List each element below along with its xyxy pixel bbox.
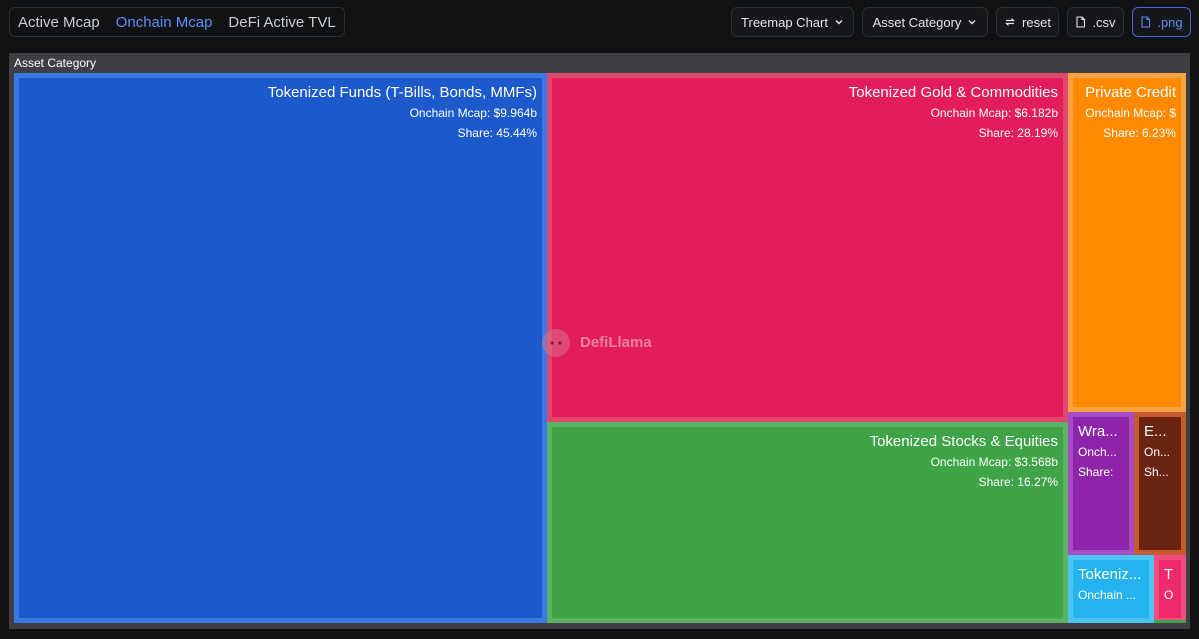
- treemap-cell-fill: [552, 427, 1063, 618]
- cell-metric: Onchain ...: [1078, 588, 1136, 602]
- cell-metric: Onchain Mcap: $9.964b: [410, 106, 538, 120]
- cell-label: Tokeniz...: [1078, 566, 1141, 583]
- cell-metric: Onchain Mcap: $6.182b: [931, 106, 1059, 120]
- treemap-cell-t[interactable]: TO: [1154, 555, 1186, 623]
- cell-label: Tokenized Gold & Commodities: [849, 84, 1058, 101]
- treemap-chart: Tokenized Funds (T-Bills, Bonds, MMFs) On…: [9, 53, 1190, 629]
- treemap-cell-fill: [1139, 417, 1181, 550]
- toolbar: Active Mcap Onchain Mcap DeFi Active TVL…: [0, 0, 1199, 44]
- cell-label: E...: [1144, 423, 1167, 440]
- cell-label: Private Credit: [1085, 84, 1177, 101]
- treemap-cell-tokenized-gold-commodities[interactable]: Tokenized Gold & Commodities Onchain Mcap…: [547, 73, 1068, 422]
- cell-share: Share:: [1078, 465, 1113, 479]
- chart-title: Asset Category: [14, 56, 97, 70]
- reset-label: reset: [1022, 14, 1051, 30]
- cell-share: Share: 16.27%: [979, 475, 1059, 489]
- tab-onchain-mcap[interactable]: Onchain Mcap: [115, 13, 213, 31]
- treemap-cell-tokenized-funds-t-bills-bonds-mmfs[interactable]: Tokenized Funds (T-Bills, Bonds, MMFs) On…: [14, 73, 547, 623]
- cell-share: Sh...: [1144, 465, 1169, 479]
- treemap-cell-wra[interactable]: Wra... Onch... Share:: [1068, 412, 1134, 555]
- grouping-dropdown[interactable]: Asset Category: [862, 7, 988, 37]
- cell-share: Share: 28.19%: [979, 126, 1059, 140]
- csv-label: .csv: [1092, 14, 1116, 30]
- cell-label: Tokenized Stocks & Equities: [870, 433, 1058, 450]
- treemap-cell-fill: [552, 78, 1063, 417]
- cell-metric: O: [1164, 588, 1173, 602]
- file-icon: [1076, 16, 1086, 28]
- cell-label: T: [1164, 566, 1173, 583]
- cell-metric: On...: [1144, 445, 1170, 459]
- cell-metric: Onchain Mcap: $3.568b: [931, 455, 1059, 469]
- csv-download-button[interactable]: .csv: [1067, 7, 1124, 37]
- tab-defi-active-tvl[interactable]: DeFi Active TVL: [228, 13, 336, 31]
- treemap-cell-tokenized-stocks-equities[interactable]: Tokenized Stocks & Equities Onchain Mcap:…: [547, 422, 1068, 623]
- png-label: .png: [1157, 14, 1183, 30]
- cell-label: Tokenized Funds (T-Bills, Bonds, MMFs): [268, 84, 537, 101]
- treemap-cell-private-credit[interactable]: Private Credit Onchain Mcap: $ Share: 6.23…: [1068, 73, 1186, 412]
- treemap-cell-fill: [1159, 560, 1181, 618]
- treemap-cell-fill: [1073, 78, 1181, 407]
- treemap-cell-sliver: [1154, 620, 1186, 623]
- metric-tab-group: Active Mcap Onchain Mcap DeFi Active TVL: [9, 7, 345, 37]
- grouping-label: Asset Category: [872, 14, 962, 30]
- treemap-svg: Tokenized Funds (T-Bills, Bonds, MMFs) On…: [14, 73, 1186, 623]
- refresh-icon: [1005, 18, 1015, 26]
- chart-type-dropdown[interactable]: Treemap Chart: [731, 7, 854, 37]
- chevron-down-icon: [968, 20, 976, 25]
- treemap-cell-fill: [19, 78, 542, 618]
- treemap-cell-e[interactable]: E... On... Sh...: [1134, 412, 1186, 555]
- cell-share: Share: 45.44%: [458, 126, 538, 140]
- png-download-button[interactable]: .png: [1132, 7, 1191, 37]
- treemap-cell-tokeniz[interactable]: Tokeniz... Onchain ...: [1068, 555, 1154, 623]
- reset-button[interactable]: reset: [996, 7, 1059, 37]
- treemap-cell-fill: [1073, 560, 1149, 618]
- cell-metric: Onch...: [1078, 445, 1117, 459]
- cell-metric: Onchain Mcap: $: [1085, 106, 1176, 120]
- chart-type-label: Treemap Chart: [741, 14, 828, 30]
- cell-label: Wra...: [1078, 423, 1118, 440]
- chevron-down-icon: [835, 20, 843, 25]
- treemap-cell-fill: [1073, 417, 1129, 550]
- tab-active-mcap[interactable]: Active Mcap: [18, 13, 100, 31]
- image-file-icon: [1141, 16, 1151, 28]
- cell-share: Share: 6.23%: [1103, 126, 1176, 140]
